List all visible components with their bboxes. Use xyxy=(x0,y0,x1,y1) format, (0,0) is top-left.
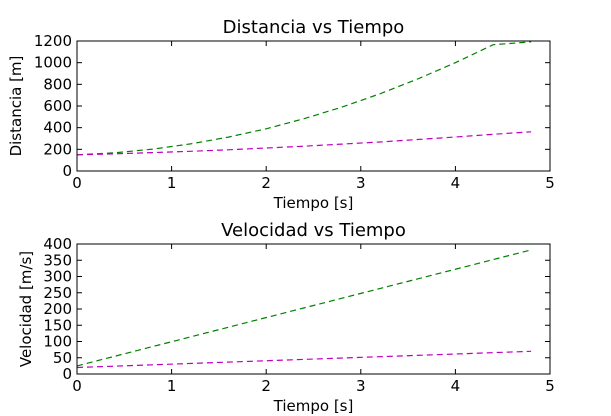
series-line-2 xyxy=(76,350,532,369)
x-axis-label: Tiempo [s] xyxy=(273,397,354,415)
y-tick-label: 250 xyxy=(43,284,72,302)
y-tick-label: 200 xyxy=(43,300,72,318)
x-tick-label: 4 xyxy=(451,174,461,192)
y-tick-label: 0 xyxy=(62,365,72,383)
y-tick-label: 350 xyxy=(43,251,72,269)
x-tick-label: 4 xyxy=(451,377,461,395)
chart-2: 0 1 2 3 4 5050100150200250300350400Velocidad … xyxy=(17,220,555,415)
chart-title: Distancia vs Tiempo xyxy=(223,17,405,38)
y-tick-label: 100 xyxy=(43,333,72,351)
x-tick-label: 3 xyxy=(356,377,366,395)
y-tick-label: 400 xyxy=(43,235,72,253)
y-tick-label: 150 xyxy=(43,316,72,334)
y-tick-label: 1200 xyxy=(34,32,72,50)
x-tick-label: 0 xyxy=(72,377,82,395)
x-tick-label: 2 xyxy=(261,377,271,395)
y-tick-label: 50 xyxy=(53,349,72,367)
series-line-1 xyxy=(76,249,532,367)
y-tick-label: 0 xyxy=(62,162,72,180)
y-tick-label: 300 xyxy=(43,268,72,286)
series-line-1 xyxy=(76,41,532,156)
y-axis-label: Distancia [m] xyxy=(7,56,25,157)
y-tick-label: 400 xyxy=(43,119,72,137)
x-axis-label: Tiempo [s] xyxy=(273,194,354,212)
x-tick-label: 5 xyxy=(545,377,555,395)
x-tick-label: 1 xyxy=(167,174,177,192)
chart-title: Velocidad vs Tiempo xyxy=(221,220,406,241)
x-tick-label: 2 xyxy=(261,174,271,192)
y-tick-label: 800 xyxy=(43,75,72,93)
y-axis-label: Velocidad [m/s] xyxy=(17,251,35,367)
y-tick-label: 200 xyxy=(43,140,72,158)
x-tick-label: 3 xyxy=(356,174,366,192)
plot-frame xyxy=(76,40,551,172)
y-tick-label: 1000 xyxy=(34,54,72,72)
x-tick-label: 5 xyxy=(545,174,555,192)
y-tick-label: 600 xyxy=(43,97,72,115)
series-line-2 xyxy=(76,131,532,156)
x-tick-label: 0 xyxy=(72,174,82,192)
x-tick-label: 1 xyxy=(167,377,177,395)
